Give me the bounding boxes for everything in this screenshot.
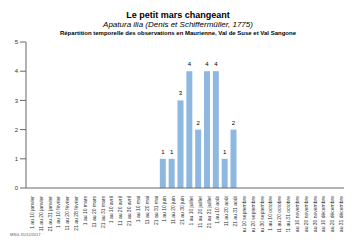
svg-text:1 au 10 juillet: 1 au 10 juillet — [188, 196, 194, 226]
svg-text:21 au 30 septembre: 21 au 30 septembre — [259, 196, 265, 232]
svg-text:11 au 20 août: 11 au 20 août — [223, 196, 229, 227]
svg-text:21 au 28 février: 21 au 28 février — [73, 196, 79, 231]
svg-text:1 au 10 août: 1 au 10 août — [214, 196, 220, 224]
svg-text:21 au 31 août: 21 au 31 août — [232, 196, 238, 227]
svg-text:21 au 31 décembre: 21 au 31 décembre — [338, 196, 344, 232]
svg-text:21 au 31 janvier: 21 au 31 janvier — [47, 196, 53, 232]
svg-text:3: 3 — [15, 98, 19, 104]
svg-text:21 au 31 mars: 21 au 31 mars — [100, 196, 106, 228]
html-text:Le petit mars changeant: Le petit mars changeant — [126, 10, 230, 20]
svg-text:1: 1 — [223, 149, 227, 155]
svg-text:11 au 20 juin: 11 au 20 juin — [170, 196, 176, 224]
svg-text:2: 2 — [15, 127, 19, 133]
svg-text:21 au 30 juin: 21 au 30 juin — [179, 196, 185, 225]
svg-text:1 au 10 janvier: 1 au 10 janvier — [29, 196, 35, 229]
svg-text:1 au 10 mars: 1 au 10 mars — [82, 196, 88, 226]
svg-text:11 au 20 mars: 11 au 20 mars — [91, 196, 97, 228]
svg-text:1 au 10 septembre: 1 au 10 septembre — [241, 196, 247, 232]
svg-text:21 au 30 novembre: 21 au 30 novembre — [312, 196, 318, 232]
svg-text:4: 4 — [214, 62, 218, 68]
svg-text:11 au 20 mai: 11 au 20 mai — [144, 196, 150, 225]
svg-text:1 au 10 décembre: 1 au 10 décembre — [320, 196, 326, 232]
svg-text:11 au 20 octobre: 11 au 20 octobre — [276, 196, 282, 232]
svg-text:11 au 20 février: 11 au 20 février — [64, 196, 70, 231]
svg-text:21 au 31 mai: 21 au 31 mai — [153, 196, 159, 225]
svg-text:21 au 30 avril: 21 au 30 avril — [126, 196, 132, 226]
svg-text:0: 0 — [15, 186, 19, 192]
svg-text:1 au 10 juin: 1 au 10 juin — [161, 196, 167, 222]
svg-text:1 au 10 novembre: 1 au 10 novembre — [294, 196, 300, 232]
html-text:Apatura ilia (Denis et Schiffe: Apatura ilia (Denis et Schiffermüller, 1… — [103, 20, 253, 30]
svg-text:1: 1 — [170, 149, 174, 155]
svg-text:1 au 10 avril: 1 au 10 avril — [108, 196, 114, 223]
svg-text:11 au 20 décembre: 11 au 20 décembre — [329, 196, 335, 232]
html-text:Répartition temporelle des obs: Répartition temporelle des observations … — [60, 29, 296, 36]
svg-text:1 au 10 mai: 1 au 10 mai — [135, 196, 141, 222]
svg-text:1 au 10 octobre: 1 au 10 octobre — [267, 196, 273, 231]
svg-text:21 au 31 octobre: 21 au 31 octobre — [285, 196, 291, 232]
svg-text:4: 4 — [205, 62, 209, 68]
svg-text:2: 2 — [196, 120, 200, 126]
svg-text:3: 3 — [179, 91, 183, 97]
svg-text:21 au 31 juillet: 21 au 31 juillet — [206, 196, 212, 229]
svg-text:1: 1 — [161, 149, 165, 155]
svg-text:11 au 20 avril: 11 au 20 avril — [117, 196, 123, 226]
svg-text:11 au 20 juillet: 11 au 20 juillet — [197, 196, 203, 228]
svg-text:2: 2 — [232, 120, 236, 126]
svg-text:5: 5 — [15, 40, 19, 46]
html-text:MSG-31/12/2017: MSG-31/12/2017 — [10, 232, 41, 237]
svg-text:4: 4 — [188, 62, 192, 68]
svg-text:11 au 20 septembre: 11 au 20 septembre — [250, 196, 256, 232]
svg-text:1 au 10 février: 1 au 10 février — [55, 196, 61, 228]
svg-text:11 au 20 novembre: 11 au 20 novembre — [303, 196, 309, 232]
svg-text:11 au 20 janvier: 11 au 20 janvier — [38, 196, 44, 232]
svg-text:4: 4 — [15, 69, 19, 75]
svg-text:1: 1 — [15, 156, 19, 162]
